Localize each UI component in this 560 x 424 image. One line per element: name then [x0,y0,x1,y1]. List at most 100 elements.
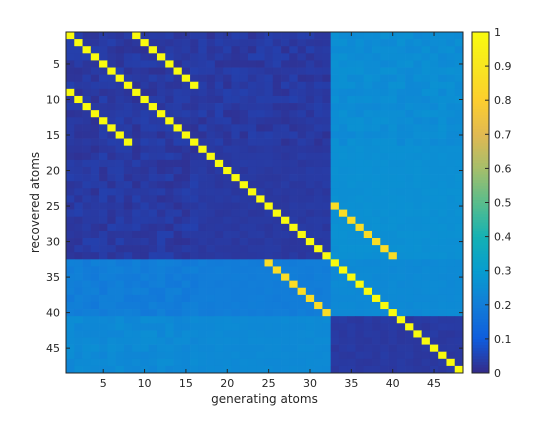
heatmap-cell [247,344,257,353]
heatmap-cell [338,124,348,132]
heatmap-cell [156,365,166,374]
heatmap-cell [347,316,356,324]
heatmap-cell [148,273,158,281]
heatmap-cell [446,131,456,139]
heatmap-cell [405,344,414,353]
heatmap-cell [405,117,414,125]
heatmap-cell [314,287,323,296]
heatmap-cell [347,245,356,253]
heatmap-cell [66,344,75,353]
heatmap-cell [438,110,447,118]
heatmap-cell [289,195,298,203]
heatmap-cell [305,223,315,232]
heatmap-cell [214,32,224,40]
heatmap-cell [281,216,290,225]
heatmap-cell [297,53,307,61]
x-axis-label: generating atoms [211,392,318,406]
heatmap-cell [107,245,116,253]
heatmap-cell [372,266,381,274]
heatmap-cell [247,166,257,175]
heatmap-cell [338,81,348,90]
heatmap-cell [148,309,158,317]
heatmap-cell [90,138,100,147]
heatmap-cell [330,245,340,253]
heatmap-cell [421,287,431,296]
heatmap-cell [132,46,141,54]
heatmap-cell [314,259,323,267]
heatmap-cell [272,216,282,225]
heatmap-cell [405,223,414,232]
heatmap-cell [256,67,265,75]
heatmap-cell [140,245,150,253]
heatmap-cell [206,138,216,147]
heatmap-cell [190,323,199,331]
heatmap-cell [355,252,365,260]
heatmap-cell [438,145,447,154]
heatmap-cell [132,365,141,374]
heatmap-cell [239,301,249,310]
heatmap-cell [264,174,274,182]
heatmap-cell [396,238,406,246]
heatmap-cells [66,32,464,374]
heatmap-cell [281,266,290,274]
heatmap-cell [107,294,116,303]
heatmap-cell [190,259,199,267]
heatmap-cell [132,166,141,175]
colorbar-segment [472,37,489,41]
heatmap-cell [256,166,265,175]
colorbar-segment [472,370,489,374]
heatmap-cell [330,152,340,161]
heatmap-cell [247,60,257,68]
heatmap-cell [198,103,207,111]
heatmap-cell [355,124,365,132]
heatmap-cell [438,60,447,68]
colorbar-segment [472,287,489,291]
heatmap-cell [107,287,116,296]
heatmap-cell [132,67,141,75]
heatmap-cell [66,74,75,83]
heatmap-cell [82,103,92,111]
heatmap-cell [355,330,365,338]
heatmap-cell [305,294,315,303]
heatmap-cell [405,259,414,267]
heatmap-cell [438,245,447,253]
heatmap-cell [305,131,315,139]
heatmap-cell [148,365,158,374]
heatmap-cell [231,316,241,324]
heatmap-cell [107,323,116,331]
heatmap-cell [231,223,241,232]
heatmap-cell [165,145,174,154]
heatmap-cell [181,344,191,353]
heatmap-cell [396,74,406,83]
heatmap-cell [338,95,348,104]
heatmap-cell [247,238,257,246]
heatmap-cell [223,259,232,267]
heatmap-cell [107,280,116,289]
heatmap-cell [165,316,174,324]
colorbar-segment [472,60,489,64]
heatmap-cell [272,131,282,139]
heatmap-cell [247,138,257,147]
heatmap-cell [190,365,199,374]
heatmap-cell [330,358,340,367]
heatmap-cell [355,216,365,225]
heatmap-cell [314,74,323,83]
colorbar-segment [472,100,489,104]
heatmap-cell [82,280,92,289]
heatmap-cell [264,53,274,61]
heatmap-cell [214,152,224,161]
heatmap-cell [223,138,232,147]
heatmap-cell [181,166,191,175]
colorbar-segment [472,32,489,36]
heatmap-cell [264,195,274,203]
colorbar-segment [472,66,489,70]
heatmap-cell [314,39,323,47]
heatmap-cell [247,358,257,367]
heatmap-cell [107,238,116,246]
heatmap-cell [355,159,365,168]
colorbar-segment [472,216,489,220]
heatmap-cell [330,60,340,68]
heatmap-cell [223,344,232,353]
heatmap-cell [396,124,406,132]
heatmap-cell [214,301,224,310]
